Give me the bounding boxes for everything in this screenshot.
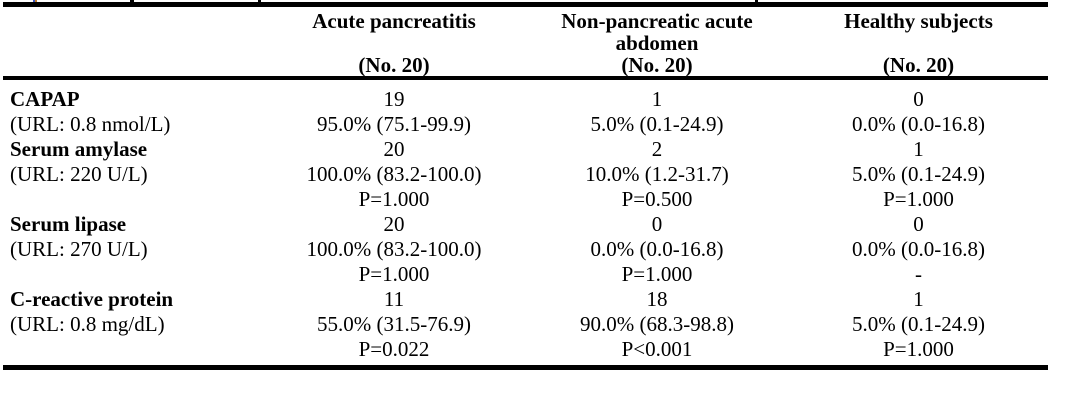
cell-percent: 5.0% (0.1-24.9)	[852, 312, 985, 336]
cell-count: 20	[383, 137, 405, 161]
cell-count: 1	[913, 137, 924, 161]
cell-count: 2	[651, 137, 663, 161]
cell-percent: 10.0% (1.2-31.7)	[585, 162, 729, 186]
row-header: Serum amylase (URL: 220 U/L)	[3, 137, 263, 212]
cell-non-pancreatic: 0 0.0% (0.0-16.8) P=1.000	[525, 212, 789, 287]
diagnostic-results-table: Acute pancreatitis (No. 20) Non-pancreat…	[3, 2, 1048, 370]
header-cell-empty	[3, 10, 263, 76]
caption-speck	[130, 0, 134, 2]
row-name: Serum amylase	[10, 137, 148, 161]
cell-healthy: 1 5.0% (0.1-24.9) P=1.000	[789, 137, 1048, 212]
cell-count: 1	[913, 287, 924, 311]
cell-acute-pancreatitis: 20 100.0% (83.2-100.0) P=1.000	[263, 137, 525, 212]
cell-healthy: 0 0.0% (0.0-16.8)	[789, 87, 1048, 137]
cell-count: 11	[383, 287, 405, 311]
column-label: Non-pancreatic acute abdomen	[561, 9, 753, 55]
cell-non-pancreatic: 2 10.0% (1.2-31.7) P=0.500	[525, 137, 789, 212]
row-unit: (URL: 0.8 mg/dL)	[10, 312, 165, 336]
table-body: CAPAP (URL: 0.8 nmol/L) 19 95.0% (75.1-9…	[3, 80, 1048, 365]
row-unit: (URL: 0.8 nmol/L)	[10, 112, 171, 136]
caption-speck	[755, 0, 758, 2]
cell-pvalue: P=1.000	[621, 262, 693, 286]
header-cell-healthy-subjects: Healthy subjects (No. 20)	[789, 10, 1048, 76]
cell-count: 0	[913, 212, 924, 236]
table-row-serum-lipase: Serum lipase (URL: 270 U/L) 20 100.0% (8…	[3, 212, 1048, 287]
row-header: Serum lipase (URL: 270 U/L)	[3, 212, 263, 287]
row-name: CAPAP	[10, 87, 80, 111]
row-name: Serum lipase	[10, 212, 127, 236]
caption-speck	[35, 0, 37, 2]
cell-pvalue: P=0.022	[358, 337, 430, 361]
cell-percent: 90.0% (68.3-98.8)	[580, 312, 734, 336]
cell-percent: 5.0% (0.1-24.9)	[852, 162, 985, 186]
header-cell-non-pancreatic-acute-abdomen: Non-pancreatic acute abdomen (No. 20)	[525, 10, 789, 76]
table-row-c-reactive-protein: C-reactive protein (URL: 0.8 mg/dL) 11 5…	[3, 287, 1048, 362]
cell-non-pancreatic: 18 90.0% (68.3-98.8) P<0.001	[525, 287, 789, 362]
cell-count: 0	[913, 87, 924, 111]
cell-percent: 100.0% (83.2-100.0)	[306, 237, 482, 261]
cell-healthy: 1 5.0% (0.1-24.9) P=1.000	[789, 287, 1048, 362]
cell-count: 18	[646, 287, 668, 311]
cell-pvalue: P=1.000	[883, 187, 954, 211]
cell-acute-pancreatitis: 11 55.0% (31.5-76.9) P=0.022	[263, 287, 525, 362]
column-count: (No. 20)	[358, 53, 430, 77]
cell-count: 19	[383, 87, 405, 111]
column-count: (No. 20)	[882, 53, 955, 77]
cell-non-pancreatic: 1 5.0% (0.1-24.9)	[525, 87, 789, 137]
cell-healthy: 0 0.0% (0.0-16.8) -	[789, 212, 1048, 287]
cell-pvalue: -	[915, 262, 922, 286]
column-label: Healthy subjects	[844, 9, 993, 33]
column-count: (No. 20)	[621, 53, 693, 77]
cell-count: 0	[651, 212, 663, 236]
table-row-capap: CAPAP (URL: 0.8 nmol/L) 19 95.0% (75.1-9…	[3, 87, 1048, 137]
cell-pvalue: P=1.000	[358, 187, 430, 211]
cell-percent: 0.0% (0.0-16.8)	[852, 237, 985, 261]
cell-percent: 100.0% (83.2-100.0)	[306, 162, 482, 186]
row-name: C-reactive protein	[10, 287, 174, 311]
row-unit: (URL: 220 U/L)	[10, 162, 148, 186]
caption-speck	[33, 0, 35, 2]
header-cell-acute-pancreatitis: Acute pancreatitis (No. 20)	[263, 10, 525, 76]
cell-pvalue: P=1.000	[883, 337, 954, 361]
cell-pvalue: P<0.001	[621, 337, 693, 361]
column-label: Acute pancreatitis	[312, 9, 476, 33]
cell-percent: 5.0% (0.1-24.9)	[590, 112, 724, 136]
row-header: CAPAP (URL: 0.8 nmol/L)	[3, 87, 263, 137]
caption-speck	[258, 0, 261, 2]
cell-percent: 0.0% (0.0-16.8)	[590, 237, 724, 261]
cell-count: 20	[383, 212, 405, 236]
row-unit: (URL: 270 U/L)	[10, 237, 148, 261]
table-header-row: Acute pancreatitis (No. 20) Non-pancreat…	[3, 7, 1048, 80]
cell-percent: 55.0% (31.5-76.9)	[317, 312, 471, 336]
cell-percent: 95.0% (75.1-99.9)	[317, 112, 471, 136]
cell-pvalue: P=0.500	[621, 187, 693, 211]
row-header: C-reactive protein (URL: 0.8 mg/dL)	[3, 287, 263, 362]
cell-pvalue: P=1.000	[358, 262, 430, 286]
cell-percent: 0.0% (0.0-16.8)	[852, 112, 985, 136]
table-row-serum-amylase: Serum amylase (URL: 220 U/L) 20 100.0% (…	[3, 137, 1048, 212]
cell-count: 1	[651, 87, 663, 111]
cell-acute-pancreatitis: 20 100.0% (83.2-100.0) P=1.000	[263, 212, 525, 287]
cell-acute-pancreatitis: 19 95.0% (75.1-99.9)	[263, 87, 525, 137]
